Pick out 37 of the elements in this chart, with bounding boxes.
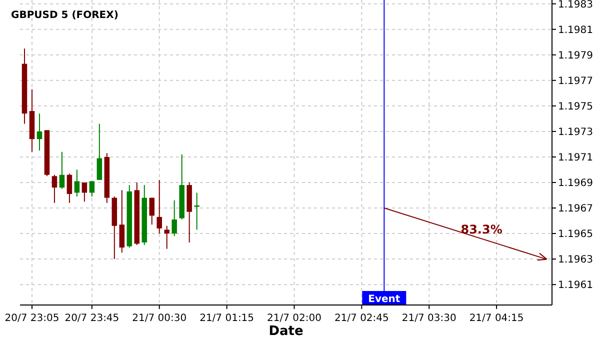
x-tick-label: 21/7 00:30 [132,313,187,324]
y-tick-label: 1.1963 [558,254,593,266]
x-tick-label: 20/7 23:45 [64,313,120,324]
candlestick [52,174,58,204]
y-tick-label: 1.1965 [558,229,593,240]
candlestick [164,225,170,250]
y-tick-label: 1.1973 [558,126,593,138]
x-axis-title: Date [268,324,304,339]
text: GBPUSD 5 (FOREX) [11,10,118,21]
candlestick [82,182,88,202]
x-tick-label: 21/7 04:15 [469,313,524,324]
y-tick-label: 1.1961 [558,280,593,292]
candlestick [119,190,125,254]
candlestick [59,151,65,190]
candlestick [156,179,162,234]
candlestick [74,169,80,198]
y-tick-label: 1.1981 [558,24,593,36]
x-tick-label: 21/7 03:30 [402,313,456,324]
y-tick-label: 1.1983 [558,0,593,10]
candlestick [149,197,154,226]
y-tick-label: 1.1979 [558,50,593,62]
x-tick-label: 20/7 23:05 [4,313,60,324]
y-tick-label: 1.1969 [558,178,593,189]
y-tick-label: 1.1977 [558,76,593,87]
y-tick-label: 1.1967 [558,204,593,215]
candlestick [66,173,72,204]
ref-line-label: Event [368,294,400,305]
x-tick-label: 21/7 02:45 [334,313,389,324]
y-tick-label: 1.1975 [558,101,593,112]
annotation: 83.3% [460,222,502,237]
candlestick [36,113,42,152]
candlestick [89,180,95,198]
x-tick-label: 21/7 02:00 [267,313,322,324]
x-tick-label: 21/7 01:15 [200,313,254,324]
candlestick [172,200,177,237]
y-tick-label: 1.1971 [558,152,593,164]
candlestick [96,123,102,180]
